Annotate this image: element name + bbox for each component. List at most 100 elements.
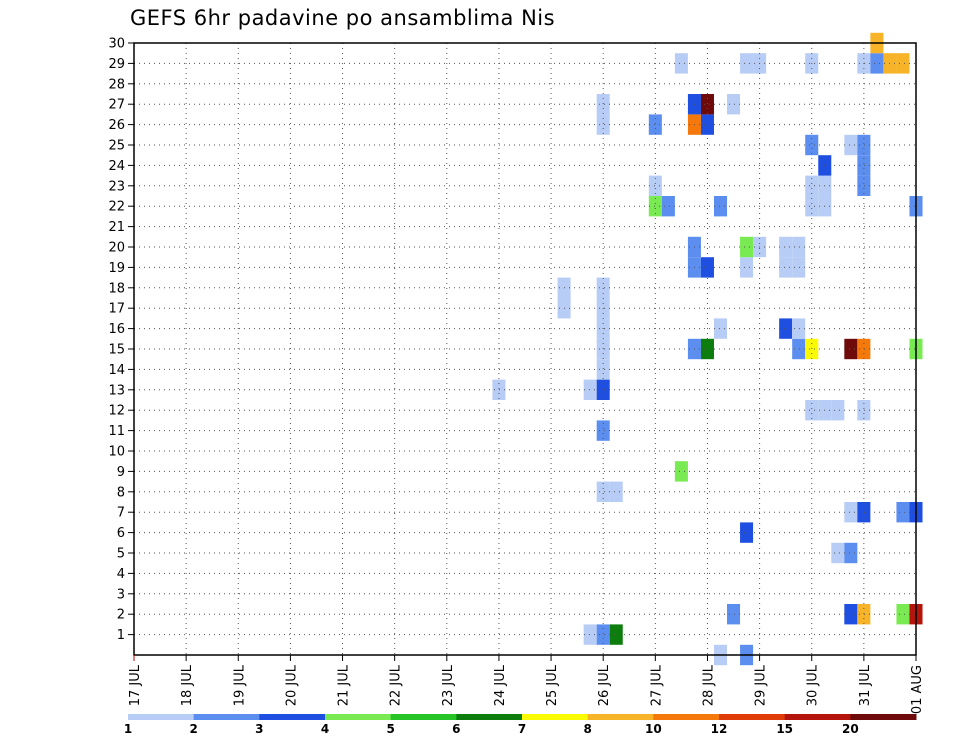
- x-tick-label: 29 JUL: [754, 664, 769, 706]
- x-tick-label: 19 JUL: [232, 664, 247, 706]
- y-tick-label: 11: [108, 424, 125, 439]
- y-tick-label: 29: [108, 57, 125, 72]
- heatmap-cell: [844, 604, 858, 625]
- heatmap-cell: [596, 420, 610, 441]
- x-tick-label: 17 JUL: [128, 664, 143, 706]
- heatmap-cell: [648, 175, 662, 196]
- y-tick-label: 7: [117, 506, 125, 521]
- heatmap-cell: [805, 134, 819, 156]
- colorbar-segment: [653, 714, 720, 720]
- colorbar-segment: [784, 714, 851, 720]
- heatmap-cell: [727, 604, 741, 625]
- x-tick-label: 25 JUL: [545, 664, 560, 706]
- heatmap-cell: [700, 257, 714, 278]
- x-tick-label: 24 JUL: [493, 664, 508, 706]
- heatmap-cell: [596, 94, 610, 115]
- colorbar-segment: [587, 714, 654, 720]
- heatmap-cell: [779, 236, 793, 258]
- y-axis: 1234567891011121314151617181920212223242…: [108, 37, 134, 643]
- heatmap-cell: [844, 134, 858, 156]
- x-tick-label: 01 AUG: [910, 665, 925, 714]
- heatmap-cell: [596, 359, 610, 380]
- heatmap-cell: [857, 134, 871, 156]
- heatmap-cell: [857, 155, 871, 176]
- chart-title: GEFS 6hr padavine po ansamblima Nis: [130, 6, 556, 30]
- heatmap-cell: [648, 196, 662, 217]
- heatmap-cell: [583, 624, 597, 645]
- colorbar-label: 8: [583, 722, 591, 736]
- heatmap-cell: [740, 236, 754, 258]
- colorbar-label: 7: [518, 722, 526, 736]
- x-tick-label: 26 JUL: [597, 664, 612, 706]
- heatmap-cell: [792, 338, 806, 360]
- heatmap-cell: [792, 318, 806, 339]
- x-tick-label: 18 JUL: [180, 664, 195, 706]
- heatmap-cell: [596, 379, 610, 400]
- y-tick-label: 4: [117, 567, 125, 582]
- x-tick-label: 20 JUL: [284, 664, 299, 706]
- x-tick-label: 23 JUL: [441, 664, 456, 706]
- y-tick-label: 30: [108, 37, 125, 52]
- heatmap-cell: [596, 481, 610, 502]
- heatmap-cell: [831, 542, 845, 564]
- heatmap-cell: [727, 94, 741, 115]
- heatmap-cell: [700, 114, 714, 135]
- colorbar-segment: [193, 714, 260, 720]
- y-tick-label: 14: [108, 363, 125, 378]
- y-tick-label: 22: [108, 200, 125, 215]
- x-tick-label: 28 JUL: [701, 664, 716, 706]
- colorbar-label: 3: [255, 722, 263, 736]
- y-tick-label: 27: [108, 98, 125, 113]
- colorbar-label: 2: [189, 722, 197, 736]
- x-tick-label: 22 JUL: [389, 664, 404, 706]
- y-tick-label: 18: [108, 281, 125, 296]
- y-tick-label: 3: [117, 587, 125, 602]
- heatmap-cell: [740, 257, 754, 278]
- heatmap-cell: [609, 624, 623, 645]
- y-tick-label: 9: [117, 465, 125, 480]
- colorbar-label: 10: [645, 722, 662, 736]
- heatmap-cell: [648, 114, 662, 135]
- y-tick-label: 25: [108, 139, 125, 154]
- heatmap-cell: [805, 196, 819, 217]
- heatmap-cell: [661, 196, 675, 217]
- heatmap-cell: [596, 277, 610, 298]
- heatmap-cell: [713, 196, 728, 217]
- heatmap-cell: [844, 338, 858, 360]
- colorbar-label: 4: [321, 722, 329, 736]
- y-tick-label: 6: [117, 526, 125, 541]
- heatmap-cell: [740, 53, 754, 74]
- heatmap-cell: [844, 542, 858, 564]
- heatmap-cell: [713, 318, 728, 339]
- heatmap-cell: [857, 175, 871, 196]
- heatmap-cell: [805, 175, 819, 196]
- y-tick-label: 28: [108, 77, 125, 92]
- colorbar-label: 12: [711, 722, 728, 736]
- heatmap-cell: [870, 53, 884, 74]
- y-tick-label: 2: [117, 608, 125, 623]
- y-tick-label: 26: [108, 118, 125, 133]
- heatmap-cells: [492, 32, 923, 666]
- heatmap-cell: [596, 114, 610, 135]
- colorbar-segment: [719, 714, 786, 720]
- y-tick-label: 1: [117, 628, 125, 643]
- heatmap-cell: [792, 236, 806, 258]
- y-tick-label: 10: [108, 445, 125, 460]
- heatmap-cell: [857, 604, 871, 625]
- colorbar-label: 5: [386, 722, 394, 736]
- colorbar-segment: [456, 714, 523, 720]
- y-tick-label: 16: [108, 322, 125, 337]
- y-tick-label: 19: [108, 261, 125, 276]
- y-tick-label: 12: [108, 404, 125, 419]
- colorbar-segment: [325, 714, 392, 720]
- colorbar: 1 2 3 4 5 6 7 8 10 12 15 20: [124, 714, 917, 736]
- heatmap-cell: [857, 400, 871, 421]
- y-tick-label: 20: [108, 241, 125, 256]
- y-tick-label: 17: [108, 302, 125, 317]
- heatmap-cell: [674, 461, 688, 482]
- grid-lines: [134, 43, 916, 655]
- heatmap-cell: [779, 318, 793, 339]
- y-tick-label: 23: [108, 179, 125, 194]
- x-tick-label: 30 JUL: [806, 664, 821, 706]
